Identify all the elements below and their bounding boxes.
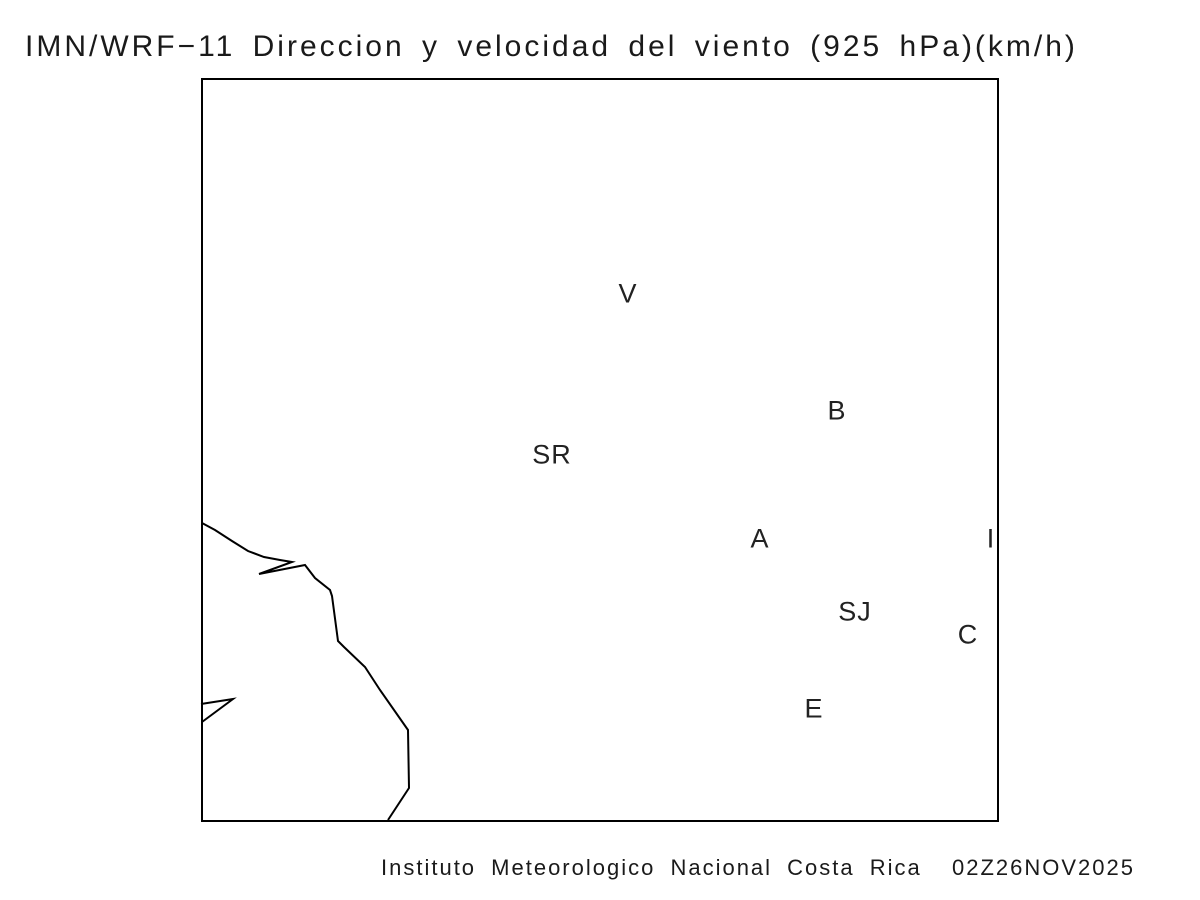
page-title: IMN/WRF−11 Direccion y velocidad del vie… — [25, 30, 1078, 63]
coastline-main — [201, 522, 411, 821]
map-frame — [201, 78, 999, 822]
coastline-spur — [200, 697, 237, 723]
credit-line: Instituto Meteorologico Nacional Costa R… — [381, 855, 1135, 880]
